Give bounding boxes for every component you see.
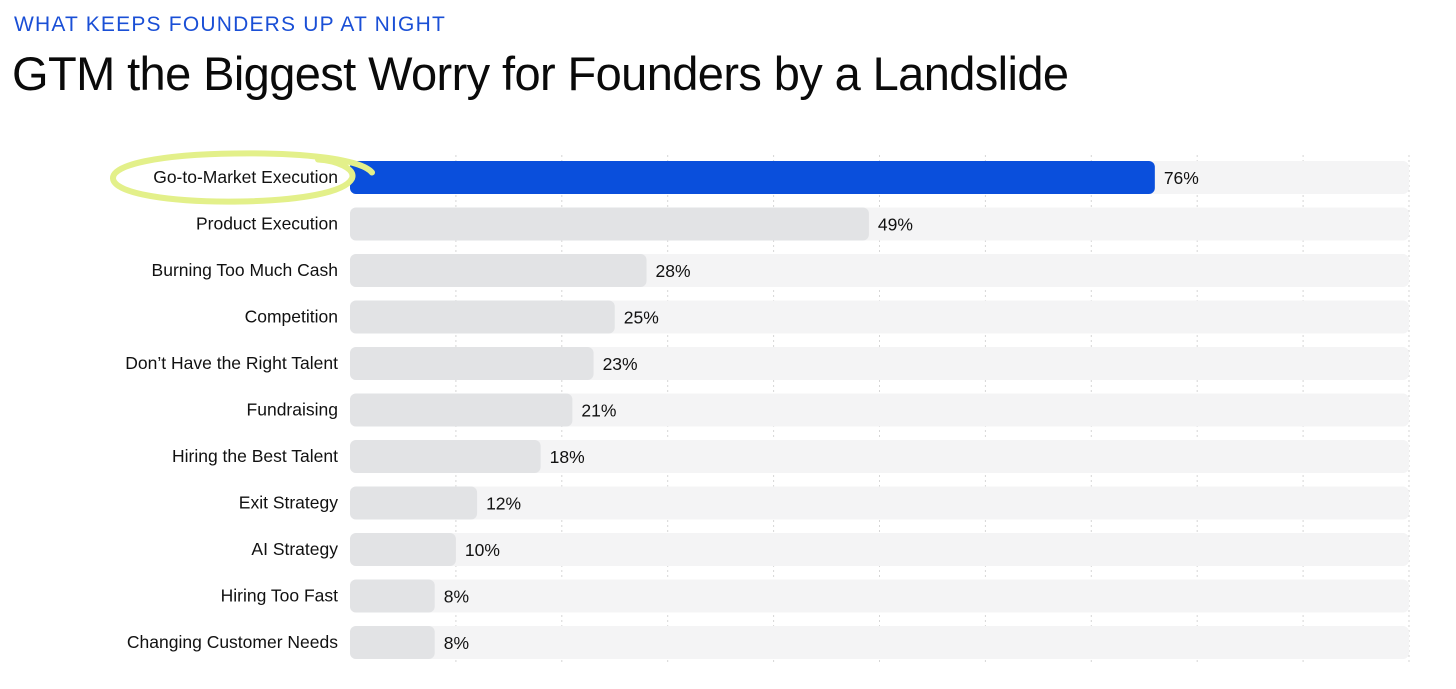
bar [350,347,594,380]
bar-highlighted [350,161,1155,194]
value-label: 49% [878,215,913,235]
bar-track [350,347,1409,380]
bar-track [350,533,1409,566]
bar [350,393,573,427]
category-label: Fundraising [247,400,338,420]
value-label: 23% [603,354,638,374]
value-label: 18% [550,447,585,467]
bar-track [350,626,1409,659]
bar-track [350,579,1409,613]
chart-title: GTM the Biggest Worry for Founders by a … [12,47,1069,100]
value-label: 25% [624,308,659,328]
category-label: Don’t Have the Right Talent [125,353,338,373]
category-label: Changing Customer Needs [127,632,338,652]
bar [350,626,435,659]
bar [350,533,456,566]
bar [350,207,869,241]
category-label: Go-to-Market Execution [153,167,338,187]
category-labels: Go-to-Market Execution Product Execution B… [125,167,338,652]
value-label: 76% [1164,168,1199,188]
highlight-circle-annotation [110,150,375,205]
category-label: Burning Too Much Cash [152,260,338,280]
value-label: 8% [444,587,469,607]
bar-track [350,486,1409,520]
value-label: 21% [581,401,616,421]
category-label: Exit Strategy [239,493,338,513]
category-label: Hiring the Best Talent [172,446,338,466]
bar [350,579,435,613]
annotation [110,150,375,205]
category-label: Competition [245,307,338,327]
bar [350,486,478,520]
value-label: 8% [444,633,469,653]
value-labels: 76% 49% 28% 25% 23% 21% 18% 12% 10% 8% 8% [444,168,1199,653]
bar [350,440,541,473]
category-label: Product Execution [196,214,338,234]
value-label: 10% [465,540,500,560]
bars [350,161,1155,659]
value-label: 12% [486,494,521,514]
category-label: Hiring Too Fast [221,586,339,606]
bar [350,254,647,287]
bar [350,300,615,334]
category-label: AI Strategy [251,539,338,559]
chart-kicker: WHAT KEEPS FOUNDERS UP AT NIGHT [14,13,446,36]
value-label: 28% [656,261,691,281]
bar-track [350,393,1409,427]
bar-track [350,440,1409,473]
